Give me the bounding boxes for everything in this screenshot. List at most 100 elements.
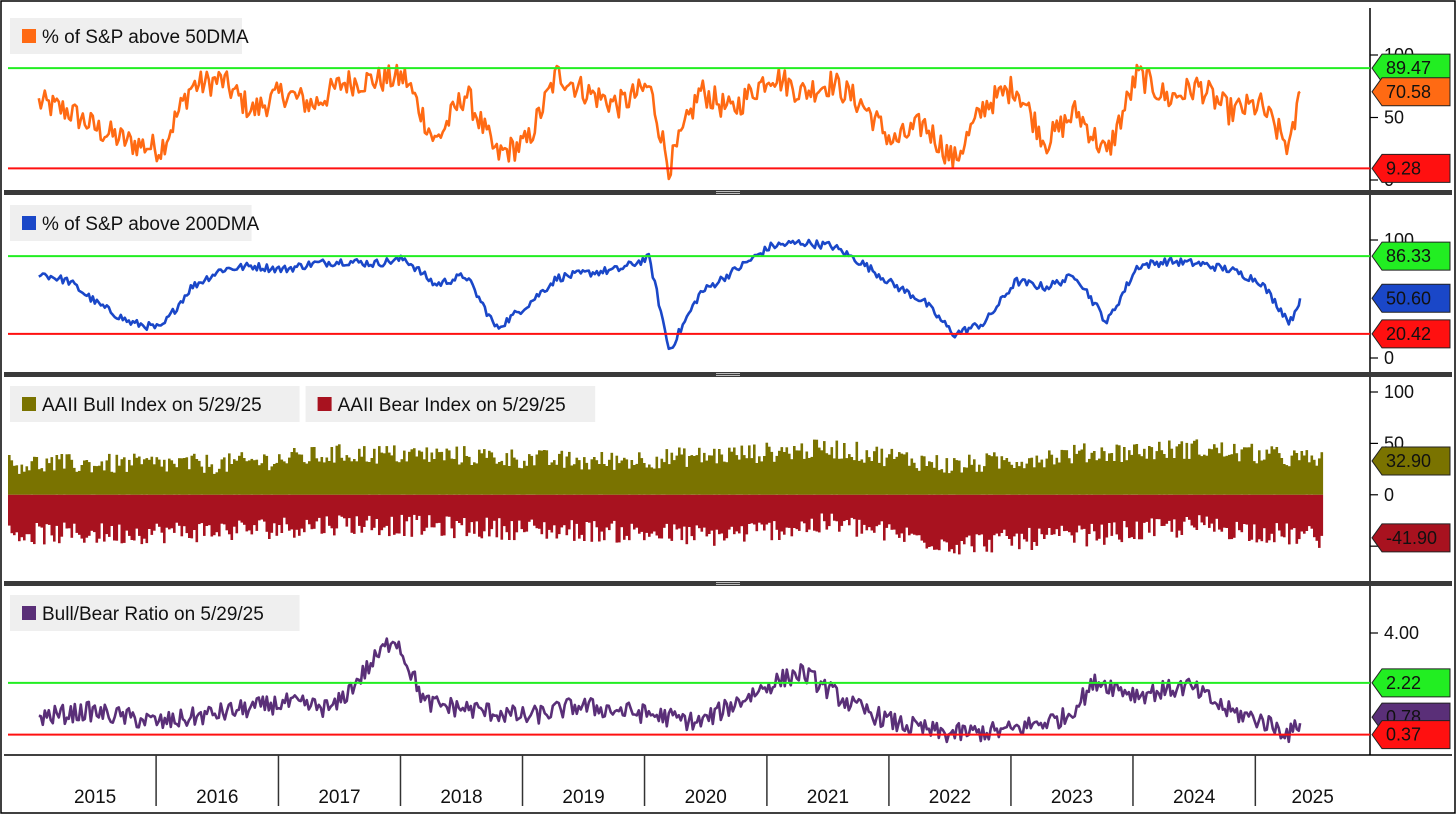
- aaii-bull-bar: [565, 456, 569, 495]
- aaii-bear-bar: [1160, 494, 1164, 526]
- aaii-bull-bar: [473, 462, 476, 495]
- aaii-tag-bear: [1371, 523, 1451, 553]
- aaii-bull-bar: [340, 457, 344, 495]
- aaii-bear-bar: [1203, 494, 1206, 526]
- aaii-bull-bar: [833, 458, 836, 495]
- aaii-bear-bar: [258, 494, 261, 521]
- year-label: 2019: [562, 787, 604, 808]
- aaii-bear-bar: [215, 494, 219, 533]
- aaii-bear-bar: [1183, 494, 1186, 522]
- aaii-bull-bar: [780, 447, 784, 495]
- aaii-bear-bar: [48, 494, 51, 525]
- aaii-bull-bar: [918, 470, 921, 495]
- aaii-bull-bar: [970, 464, 974, 495]
- aaii-bear-bar: [623, 494, 626, 540]
- aaii-bull-bar: [843, 443, 846, 495]
- aaii-bull-bar: [678, 447, 681, 495]
- aaii-bear-bar: [303, 494, 306, 533]
- aaii-bear-bar: [213, 494, 216, 536]
- aaii-bear-bar: [1205, 494, 1209, 517]
- aaii-bull-bar: [1215, 447, 1219, 495]
- aaii-bear-bar: [1108, 494, 1111, 523]
- aaii-bear-bar: [85, 494, 89, 538]
- aaii-bull-bar: [1263, 459, 1266, 495]
- panel-divider[interactable]: [4, 190, 1452, 195]
- aaii-bull-bar: [568, 451, 571, 495]
- aaii-bear-bar: [1013, 494, 1016, 537]
- aaii-bear-bar: [645, 494, 649, 533]
- aaii-bear-bar: [575, 494, 579, 524]
- aaii-bear-bar: [353, 494, 356, 534]
- aaii-bear-bar: [33, 494, 36, 545]
- aaii-bull-bar: [328, 461, 331, 495]
- aaii-bear-bar: [640, 494, 644, 532]
- aaii-bull-bar: [920, 455, 924, 495]
- aaii-bear-bar: [1008, 494, 1011, 539]
- aaii-bear-bar: [900, 494, 904, 534]
- ratio-legend-swatch: [22, 606, 36, 620]
- aaii-bear-bar: [1293, 494, 1296, 529]
- aaii-bear-bar: [665, 494, 669, 524]
- ratio-tag-low: [1371, 720, 1451, 750]
- aaii-bull-bar: [405, 461, 409, 495]
- aaii-bear-bar: [1220, 494, 1224, 532]
- aaii-bull-bar: [1163, 454, 1166, 495]
- aaii-bear-bar: [830, 494, 834, 514]
- aaii-bull-bar: [630, 460, 634, 495]
- aaii-bull-bar: [1045, 458, 1049, 495]
- aaii-bull-bar: [863, 462, 866, 495]
- ratio-series-line: [38, 637, 1302, 744]
- aaii-bear-bar: [1235, 494, 1239, 522]
- aaii-bear-bar: [373, 494, 376, 528]
- aaii-bear-bar: [1225, 494, 1229, 528]
- aaii-bull-bar: [965, 467, 969, 495]
- aaii-bear-bar: [238, 494, 241, 521]
- aaii-bear-bar: [1018, 494, 1021, 550]
- aaii-bull-bar: [583, 457, 586, 495]
- aaii-bull-bar: [393, 445, 396, 495]
- aaii-bull-bar: [440, 451, 444, 495]
- aaii-bear-bar: [160, 494, 164, 533]
- panel-divider[interactable]: [4, 372, 1452, 377]
- aaii-bear-bar: [973, 494, 976, 553]
- aaii-bull-bar: [420, 451, 424, 495]
- aaii-bull-bar: [1055, 457, 1059, 495]
- aaii-bear-bar: [1140, 494, 1144, 540]
- panel-divider[interactable]: [4, 581, 1452, 586]
- aaii-bear-bar: [1088, 494, 1091, 534]
- aaii-bear-bar: [398, 494, 401, 534]
- aaii-bear-bar: [325, 494, 329, 517]
- aaii-bear-bar: [1035, 494, 1039, 546]
- aaii-bear-bar: [93, 494, 96, 533]
- aaii-bull-bar: [148, 459, 151, 495]
- aaii-bull-bar: [1210, 449, 1214, 495]
- aaii-bull-bar: [125, 471, 129, 495]
- aaii-bull-bar: [988, 455, 991, 495]
- aaii-bull-bar: [728, 447, 731, 495]
- aaii-bull-bar: [1278, 453, 1281, 495]
- aaii-bear-bar: [283, 494, 286, 518]
- aaii-bear-bar: [288, 494, 291, 531]
- aaii-bull-bar: [180, 458, 184, 495]
- aaii-bear-bar: [620, 494, 624, 528]
- aaii-bear-bar: [595, 494, 599, 528]
- aaii-bear-bar: [1025, 494, 1029, 542]
- aaii-bear-bar: [155, 494, 159, 524]
- aaii-bull-bar: [460, 462, 464, 495]
- aaii-bull-bar: [360, 456, 364, 495]
- aaii-bull-bar: [1105, 461, 1109, 495]
- pct200-legend-label: % of S&P above 200DMA: [42, 214, 260, 235]
- aaii-bear-bar: [553, 494, 556, 526]
- aaii-bull-bar: [45, 458, 49, 495]
- aaii-bear-bar: [1223, 494, 1226, 528]
- aaii-bull-bar: [938, 470, 941, 495]
- aaii-bull-bar: [200, 466, 204, 495]
- aaii-bull-bar: [1145, 458, 1149, 495]
- aaii-bear-bar: [795, 494, 799, 530]
- aaii-bull-bar: [285, 463, 289, 495]
- aaii-bull-bar: [530, 455, 534, 495]
- aaii-bull-bar: [570, 465, 574, 495]
- aaii-bear-bar: [953, 494, 956, 554]
- aaii-bull-bar: [48, 463, 51, 495]
- aaii-bear-bar: [1033, 494, 1036, 542]
